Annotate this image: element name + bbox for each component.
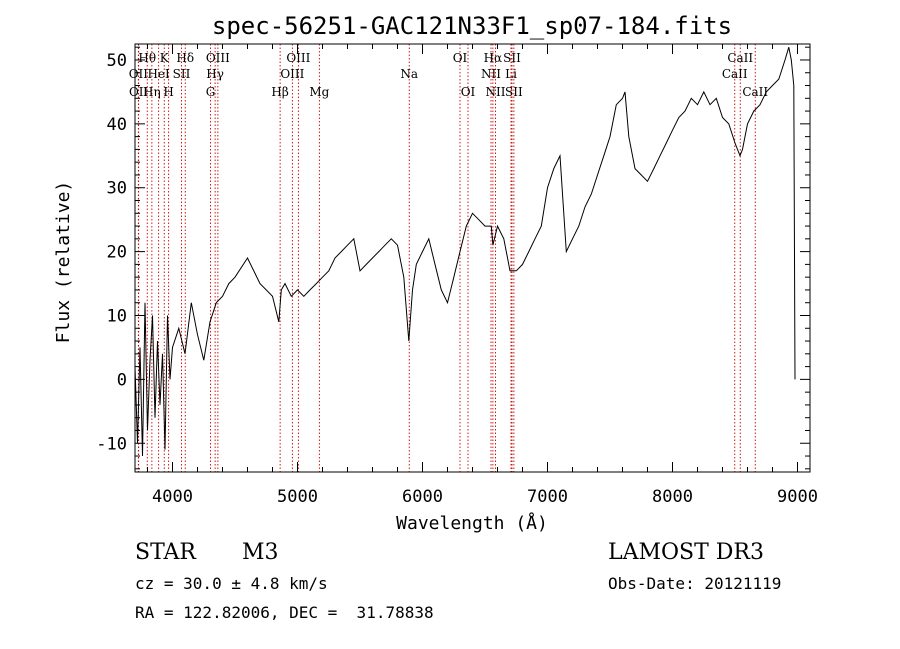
spectrum-line bbox=[134, 47, 796, 457]
spectral-line-label: Hα bbox=[484, 51, 503, 65]
spectral-line-label: HeI bbox=[147, 67, 170, 81]
spectral-line-label: OIII bbox=[206, 51, 230, 65]
y-axis: -10 0 10 20 30 40 50 bbox=[96, 46, 810, 470]
y-tick-label: 50 bbox=[107, 51, 127, 71]
x-tick-label: 6000 bbox=[402, 487, 443, 507]
spectral-line-label: NII bbox=[486, 85, 506, 99]
spectral-line-label: Na bbox=[400, 67, 418, 81]
x-axis: 4000 5000 6000 7000 8000 9000 bbox=[147, 44, 818, 507]
survey-name: LAMOST DR3 bbox=[608, 540, 764, 565]
spectral-line-markers bbox=[137, 44, 756, 472]
spectral-line-label: OIII bbox=[286, 51, 310, 65]
spectral-line-label: OI bbox=[453, 51, 468, 65]
spectral-line-label: Hδ bbox=[176, 51, 194, 65]
y-tick-label: 10 bbox=[107, 306, 127, 326]
object-class: STAR bbox=[135, 540, 196, 565]
object-subclass: M3 bbox=[242, 540, 279, 565]
x-tick-label: 5000 bbox=[277, 487, 318, 507]
spectral-line-label: G bbox=[206, 85, 216, 99]
plot-frame bbox=[134, 43, 811, 473]
y-tick-label: 0 bbox=[117, 370, 127, 390]
spectral-line-label: Li bbox=[505, 67, 517, 81]
spectral-line-label: SII bbox=[503, 51, 521, 65]
spectral-line-label: CaII bbox=[727, 51, 753, 65]
spectral-line-label: NII bbox=[481, 67, 501, 81]
spectral-line-label: CaII bbox=[742, 85, 768, 99]
spectral-line-label: Hγ bbox=[206, 67, 224, 81]
spectral-line-label: SII bbox=[173, 67, 191, 81]
chart-title: spec-56251-GAC121N33F1_sp07-184.fits bbox=[212, 12, 732, 40]
spectral-line-label: CaII bbox=[722, 67, 748, 81]
spectral-line-label: OI bbox=[461, 85, 476, 99]
y-tick-label: -10 bbox=[96, 434, 127, 454]
spectral-line-label: OIII bbox=[280, 67, 304, 81]
redshift-cz: cz = 30.0 ± 4.8 km/s bbox=[135, 574, 328, 593]
spectral-line-label: Hβ bbox=[271, 85, 288, 99]
spectral-line-label: OII bbox=[129, 67, 149, 81]
x-tick-label: 9000 bbox=[777, 487, 818, 507]
spectral-line-label: Mg bbox=[309, 85, 329, 99]
spectral-line-label: Hη bbox=[143, 85, 161, 99]
spectral-line-label: Hθ bbox=[138, 51, 156, 65]
spectral-line-label: H bbox=[163, 85, 173, 99]
x-tick-label: 7000 bbox=[527, 487, 568, 507]
ra-dec: RA = 122.82006, DEC = 31.78838 bbox=[135, 603, 434, 622]
spectral-line-label: SII bbox=[505, 85, 523, 99]
x-axis-label: Wavelength (Å) bbox=[396, 512, 548, 534]
y-tick-label: 30 bbox=[107, 179, 127, 199]
y-axis-label: Flux (relative) bbox=[53, 181, 74, 344]
spectral-line-label: K bbox=[160, 51, 170, 65]
x-tick-label: 4000 bbox=[152, 487, 193, 507]
y-tick-label: 20 bbox=[107, 243, 127, 263]
observation-date: Obs-Date: 20121119 bbox=[608, 574, 782, 593]
spectral-line-label: OII bbox=[129, 85, 149, 99]
y-tick-label: 40 bbox=[107, 115, 127, 135]
x-tick-label: 8000 bbox=[652, 487, 693, 507]
